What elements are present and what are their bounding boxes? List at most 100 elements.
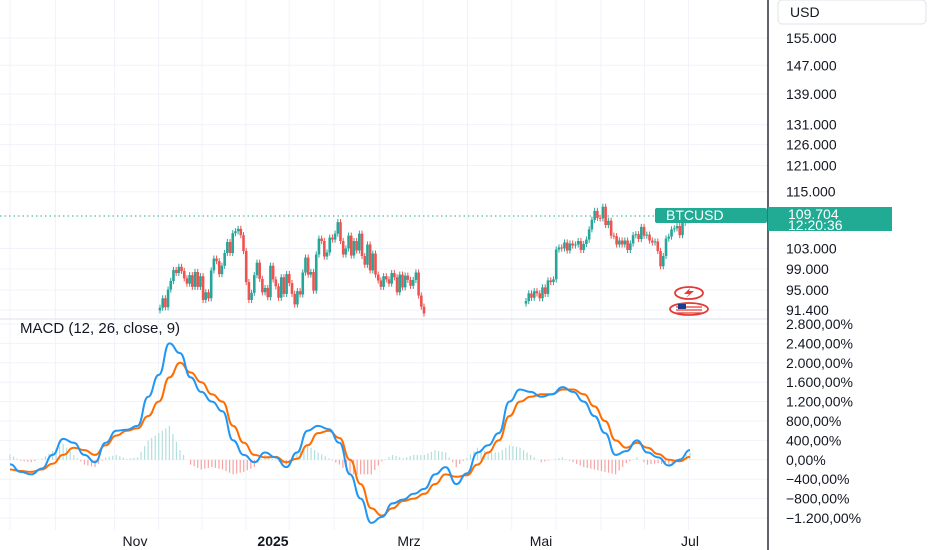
candle-body [582, 243, 585, 250]
candle-body [290, 283, 294, 294]
macd-tick-label: −1.200,00% [786, 510, 861, 526]
price-tick-label: 121.000 [786, 158, 837, 174]
candle-body [664, 238, 668, 257]
candle-body [166, 289, 170, 308]
time-tick-label: Nov [123, 533, 148, 549]
candle-body [560, 247, 563, 249]
candle-body [609, 220, 613, 236]
candle-body [331, 237, 334, 240]
candle-body [341, 241, 345, 255]
candle-body [301, 272, 305, 295]
price-tick-label: 131.000 [786, 117, 837, 133]
candle-body [247, 282, 251, 300]
candle-body [538, 293, 542, 299]
macd-tick-label: 0,00% [786, 452, 826, 468]
candle-body [320, 238, 323, 242]
candle-body [172, 269, 175, 281]
candle-body [158, 307, 162, 311]
symbol-tag[interactable] [655, 208, 767, 223]
candle-body [252, 275, 256, 293]
candle-body [306, 257, 310, 275]
candle-body [304, 257, 307, 273]
candle-body [565, 242, 569, 251]
macd-title[interactable]: MACD (12, 26, close, 9) [20, 320, 180, 337]
candle-body [393, 273, 396, 278]
candle-body [535, 291, 539, 294]
macd-tick-label: 400,00% [786, 432, 841, 448]
candle-body [261, 278, 264, 293]
candle-body [239, 228, 243, 236]
price-tick-label: 126.000 [786, 137, 837, 153]
candle-body [675, 225, 679, 229]
candle-body [352, 241, 356, 256]
candle-body [255, 262, 259, 276]
candle-body [363, 256, 367, 265]
candle-body [395, 277, 399, 293]
symbol-label[interactable]: BTCUSD [666, 207, 724, 223]
candle-body [656, 241, 660, 251]
candle-body [231, 233, 235, 253]
time-tick-label: Mrz [397, 533, 420, 549]
candle-body [250, 292, 253, 300]
candlestick-series [158, 203, 690, 317]
macd-tick-label: 1.600,00% [786, 374, 853, 390]
candle-body [263, 287, 267, 293]
candle-body [398, 274, 402, 293]
candle-body [579, 241, 583, 250]
candle-body [180, 266, 183, 271]
candle-body [626, 240, 629, 250]
us-flag-icon[interactable] [669, 302, 709, 316]
candle-body [244, 250, 248, 283]
price-tick-label: 155.000 [786, 30, 837, 46]
price-scale[interactable]: 155.000 147.000 139.000 131.000 126.000 121.0… [786, 30, 837, 318]
candle-body [384, 276, 388, 280]
currency-button-label[interactable]: USD [790, 4, 820, 20]
candle-body [220, 265, 224, 275]
candle-body [368, 244, 372, 271]
candle-body [169, 280, 173, 290]
candle-body [607, 220, 610, 226]
flash-icon[interactable] [674, 286, 704, 300]
candle-body [336, 222, 340, 234]
candle-body [527, 293, 531, 302]
candle-body [360, 233, 364, 257]
macd-scale[interactable]: 2.800,00% 2.400,00% 2.000,00% 1.600,00% 1.20… [786, 316, 861, 526]
candle-body [258, 262, 261, 279]
candle-body [645, 234, 649, 236]
candle-body [349, 235, 353, 256]
currency-button[interactable] [777, 0, 927, 25]
candle-body [296, 291, 299, 305]
candle-body [596, 210, 599, 218]
candle-body [174, 269, 178, 274]
macd-tick-label: 2.000,00% [786, 355, 853, 371]
candle-body [406, 275, 410, 280]
candle-body [593, 210, 596, 220]
candle-body [554, 249, 558, 280]
candle-body [678, 225, 682, 236]
candle-body [661, 256, 665, 267]
candle-body [279, 277, 283, 298]
candle-body [223, 252, 226, 266]
candle-body [546, 280, 550, 294]
candle-body [371, 253, 375, 271]
candle-body [670, 229, 673, 237]
last-price-tag[interactable] [768, 207, 892, 231]
candle-body [298, 291, 302, 295]
candle-body [667, 236, 671, 239]
candle-body [274, 279, 278, 287]
time-tick-label: Mai [530, 533, 553, 549]
candle-body [188, 275, 191, 284]
macd-line [9, 342, 691, 524]
candle-body [604, 206, 607, 226]
candle-body [242, 235, 245, 251]
candle-body [601, 206, 605, 219]
candle-body [557, 247, 561, 250]
candle-body [347, 235, 350, 249]
candle-body [366, 244, 369, 265]
candle-body [568, 243, 572, 251]
time-axis[interactable]: Nov 2025 Mrz Mai Jul [123, 533, 699, 549]
candle-body [212, 258, 216, 271]
time-tick-label: 2025 [257, 533, 288, 549]
